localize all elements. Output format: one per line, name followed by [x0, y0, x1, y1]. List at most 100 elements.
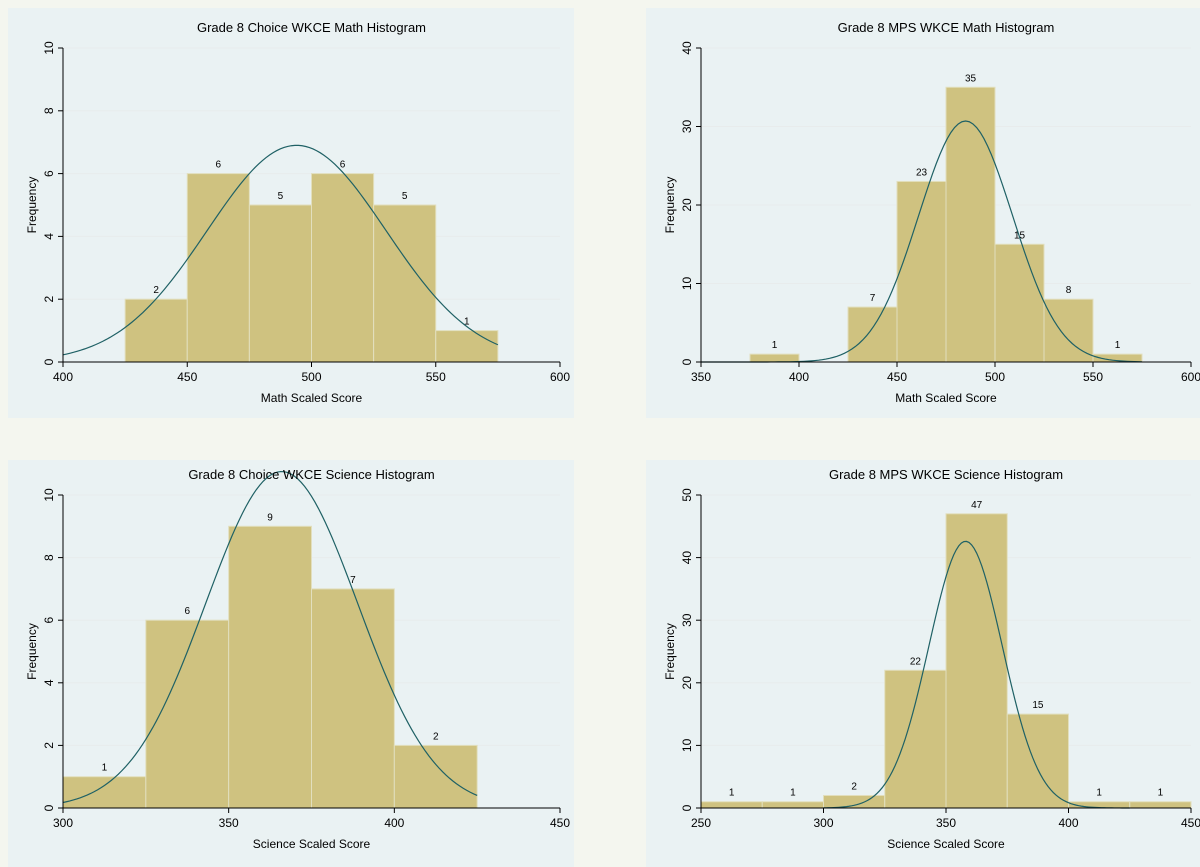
x-tick-label: 600 — [550, 370, 570, 384]
histogram-bar — [145, 619, 230, 809]
y-axis-label: Frequency — [25, 177, 39, 234]
x-tick-label: 400 — [789, 370, 809, 384]
histogram-bar — [186, 173, 250, 363]
bar-data-label: 23 — [916, 167, 928, 178]
chart-title: Grade 8 Choice WKCE Math Histogram — [197, 20, 426, 35]
histogram-bar — [62, 776, 147, 809]
y-tick-label: 20 — [680, 676, 694, 690]
y-tick-label: 30 — [680, 120, 694, 134]
y-axis-label: Frequency — [663, 177, 677, 234]
bar-data-label: 15 — [1032, 700, 1044, 711]
y-tick-label: 10 — [42, 41, 56, 55]
bar-data-label: 8 — [1066, 285, 1072, 296]
y-tick-label: 0 — [680, 804, 694, 811]
bar-data-label: 7 — [350, 575, 356, 586]
histogram-bar — [1129, 801, 1192, 809]
y-axis-label: Frequency — [663, 623, 677, 680]
histogram-bar — [761, 801, 824, 809]
bar-data-label: 1 — [1096, 788, 1102, 799]
histogram-bar — [1006, 713, 1069, 809]
x-tick-label: 550 — [1083, 370, 1103, 384]
y-tick-label: 4 — [42, 679, 56, 686]
y-tick-label: 6 — [42, 170, 56, 177]
bar-data-label: 6 — [184, 606, 190, 617]
y-tick-label: 40 — [680, 41, 694, 55]
x-axis-label: Science Scaled Score — [887, 837, 1005, 851]
chart-panel-mps-math: 1 7 23 35 15 8 1 0 10 20 30 40 350 400 450 500 550 600 Gra… — [646, 8, 1200, 418]
bar-data-label: 1 — [1115, 340, 1121, 351]
y-tick-label: 0 — [42, 804, 56, 811]
chart-panel-mps-science: 1 1 2 22 47 15 1 1 0 10 20 30 40 50 250 300 350 400 450 Gra… — [646, 460, 1200, 867]
chart-panel-choice-math: 2 6 5 6 5 1 0 2 4 6 8 10 400 450 500 550 600 Grade 8 Choi… — [8, 8, 574, 418]
bar-data-label: 1 — [729, 788, 735, 799]
histogram-bar — [847, 306, 898, 363]
chart-panel-choice-science: 1 6 9 7 2 0 2 4 6 8 10 300 350 400 450 Grade 8 Choice W… — [8, 460, 574, 867]
y-axis-label: Frequency — [25, 623, 39, 680]
x-tick-label: 450 — [1181, 816, 1200, 830]
y-tick-label: 10 — [42, 488, 56, 502]
y-tick-label: 10 — [680, 738, 694, 752]
histogram-bar — [994, 243, 1045, 363]
x-axis-label: Science Scaled Score — [253, 837, 371, 851]
y-tick-label: 2 — [42, 742, 56, 749]
bar-data-label: 22 — [910, 656, 922, 667]
histogram-bar — [228, 525, 313, 809]
bar-data-label: 35 — [965, 73, 977, 84]
x-axis-label: Math Scaled Score — [261, 391, 363, 405]
histogram-bar — [435, 330, 499, 363]
bar-data-label: 1 — [464, 317, 470, 328]
histogram-bar — [248, 204, 312, 363]
histogram-bar — [124, 298, 188, 363]
x-tick-label: 350 — [691, 370, 711, 384]
y-tick-label: 30 — [680, 613, 694, 627]
histogram-bar — [749, 353, 800, 363]
histogram-bar — [823, 794, 886, 809]
x-tick-label: 350 — [219, 816, 239, 830]
x-tick-label: 500 — [301, 370, 321, 384]
normal-density-curve — [62, 144, 499, 356]
y-tick-label: 8 — [42, 107, 56, 114]
bar-data-label: 6 — [216, 160, 222, 171]
y-tick-label: 0 — [680, 358, 694, 365]
bar-data-label: 1 — [772, 340, 778, 351]
y-tick-label: 20 — [680, 198, 694, 212]
y-tick-label: 8 — [42, 554, 56, 561]
normal-density-curve — [823, 540, 1130, 809]
bar-data-label: 7 — [870, 293, 876, 304]
chart-title: Grade 8 MPS WKCE Science Histogram — [829, 467, 1063, 482]
y-tick-label: 0 — [42, 358, 56, 365]
x-tick-label: 550 — [426, 370, 446, 384]
x-tick-label: 300 — [53, 816, 73, 830]
x-tick-label: 450 — [177, 370, 197, 384]
bar-data-label: 2 — [153, 285, 159, 296]
y-tick-label: 10 — [680, 277, 694, 291]
histogram-bar — [896, 180, 947, 363]
y-tick-label: 40 — [680, 551, 694, 565]
bar-data-label: 2 — [851, 781, 857, 792]
x-tick-label: 400 — [53, 370, 73, 384]
histogram-bar — [945, 513, 1008, 809]
x-tick-label: 300 — [813, 816, 833, 830]
bar-data-label: 1 — [1158, 788, 1164, 799]
y-tick-label: 2 — [42, 296, 56, 303]
y-tick-label: 50 — [680, 488, 694, 502]
bar-data-label: 1 — [790, 788, 796, 799]
y-tick-label: 6 — [42, 617, 56, 624]
x-tick-label: 400 — [384, 816, 404, 830]
chart-title: Grade 8 Choice WKCE Science Histogram — [188, 467, 434, 482]
x-tick-label: 500 — [985, 370, 1005, 384]
x-tick-label: 250 — [691, 816, 711, 830]
histogram-bar — [393, 744, 478, 809]
bar-data-label: 1 — [102, 763, 108, 774]
x-tick-label: 400 — [1058, 816, 1078, 830]
bar-data-label: 2 — [433, 731, 439, 742]
y-tick-label: 4 — [42, 233, 56, 240]
bar-data-label: 9 — [267, 512, 273, 523]
bar-data-label: 47 — [971, 500, 983, 511]
normal-density-curve — [62, 470, 478, 804]
histogram-bar — [1043, 298, 1094, 363]
histogram-bar — [373, 204, 437, 363]
x-tick-label: 450 — [887, 370, 907, 384]
